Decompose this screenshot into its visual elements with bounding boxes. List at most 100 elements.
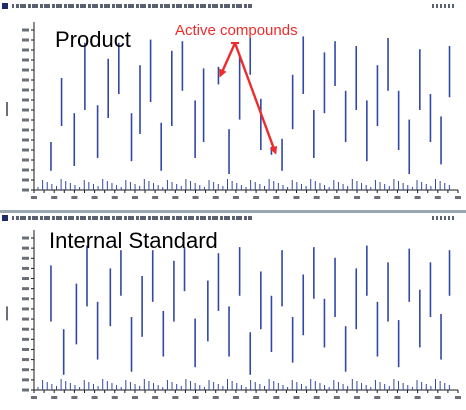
window-icon bbox=[2, 215, 8, 221]
internal-standard-title: Internal Standard bbox=[49, 228, 218, 253]
header-text-glyph bbox=[16, 4, 19, 8]
x-tick-glyph bbox=[51, 396, 58, 399]
x-tick-glyph bbox=[212, 196, 219, 199]
window-header bbox=[2, 215, 454, 221]
x-tick-glyph bbox=[172, 396, 179, 399]
header-text-glyph bbox=[72, 216, 74, 220]
y-tick-glyph bbox=[22, 347, 29, 351]
internal-standard-chart bbox=[2, 215, 461, 399]
header-text-glyph bbox=[112, 216, 115, 220]
x-tick-glyph bbox=[293, 196, 300, 199]
header-text-glyph bbox=[40, 4, 43, 8]
header-text-glyph bbox=[128, 4, 132, 8]
header-text-glyph bbox=[28, 4, 31, 8]
y-tick-glyph bbox=[22, 236, 29, 240]
header-text-glyph bbox=[216, 216, 218, 220]
header-text-glyph bbox=[136, 4, 139, 8]
x-tick-glyph bbox=[394, 396, 401, 399]
x-tick-glyph bbox=[273, 396, 280, 399]
header-text-glyph bbox=[120, 4, 122, 8]
header-text-glyph bbox=[68, 216, 72, 220]
y-tick-glyph bbox=[22, 138, 29, 142]
y-tick-glyph bbox=[22, 48, 29, 52]
header-text-glyph bbox=[56, 4, 60, 8]
y-tick-glyph bbox=[22, 337, 29, 341]
header-text-glyph bbox=[108, 4, 110, 8]
x-tick-glyph bbox=[71, 196, 78, 199]
y-tick-glyph bbox=[22, 98, 29, 102]
header-text-glyph bbox=[36, 216, 38, 220]
header-text-glyph bbox=[88, 4, 91, 8]
header-text-glyph bbox=[104, 4, 108, 8]
x-tick-glyph bbox=[71, 396, 78, 399]
x-tick-glyph bbox=[152, 396, 159, 399]
x-tick-glyph bbox=[455, 196, 461, 199]
header-text-glyph bbox=[48, 216, 50, 220]
header-text-glyph bbox=[436, 216, 438, 220]
header-text-glyph bbox=[12, 4, 14, 8]
y-axis-glyph bbox=[6, 102, 8, 116]
header-text-glyph bbox=[440, 216, 442, 220]
header-text-glyph bbox=[96, 4, 98, 8]
header-text-glyph bbox=[228, 216, 230, 220]
y-tick-glyph bbox=[22, 128, 29, 132]
header-text-glyph bbox=[92, 216, 96, 220]
active-compounds-label: Active compounds bbox=[175, 22, 298, 39]
x-tick-glyph bbox=[354, 196, 361, 199]
header-text-glyph bbox=[168, 216, 170, 220]
header-text-glyph bbox=[140, 216, 144, 220]
header-text-glyph bbox=[132, 216, 134, 220]
header-text-glyph bbox=[224, 4, 228, 8]
header-text-glyph bbox=[44, 4, 48, 8]
header-text-glyph bbox=[72, 4, 74, 8]
y-tick-glyph bbox=[22, 368, 29, 372]
y-tick-glyph bbox=[22, 108, 29, 112]
x-tick-glyph bbox=[434, 396, 441, 399]
header-text-glyph bbox=[52, 4, 55, 8]
x-tick-glyph bbox=[313, 396, 320, 399]
header-text-glyph bbox=[44, 216, 48, 220]
header-text-glyph bbox=[228, 4, 230, 8]
header-text-glyph bbox=[180, 216, 182, 220]
header-text-glyph bbox=[84, 4, 86, 8]
y-tick-glyph bbox=[22, 378, 29, 382]
header-text-glyph bbox=[200, 4, 204, 8]
y-tick-glyph bbox=[22, 178, 29, 182]
header-text-glyph bbox=[212, 216, 216, 220]
header-text-glyph bbox=[20, 216, 24, 220]
header-text-glyph bbox=[96, 216, 98, 220]
header-text-glyph bbox=[20, 4, 24, 8]
header-text-glyph bbox=[144, 4, 146, 8]
window-header bbox=[2, 3, 454, 9]
header-text-glyph bbox=[172, 216, 175, 220]
header-text-glyph bbox=[164, 4, 168, 8]
x-tick-glyph bbox=[313, 196, 320, 199]
header-text-glyph bbox=[240, 4, 242, 8]
header-text-glyph bbox=[156, 4, 158, 8]
x-tick-glyph bbox=[152, 196, 159, 199]
header-text-glyph bbox=[84, 216, 86, 220]
header-text-glyph bbox=[244, 4, 247, 8]
header-text-glyph bbox=[192, 216, 194, 220]
header-text-glyph bbox=[208, 4, 211, 8]
header-text-glyph bbox=[444, 216, 446, 220]
header-text-glyph bbox=[144, 216, 146, 220]
header-text-glyph bbox=[132, 4, 134, 8]
y-tick-glyph bbox=[22, 388, 29, 392]
header-text-glyph bbox=[448, 4, 450, 8]
header-text-glyph bbox=[116, 216, 120, 220]
header-text-glyph bbox=[124, 4, 127, 8]
header-text-glyph bbox=[188, 4, 192, 8]
x-tick-glyph bbox=[192, 196, 199, 199]
header-text-glyph bbox=[76, 4, 79, 8]
header-text-glyph bbox=[164, 216, 168, 220]
y-tick-glyph bbox=[22, 287, 29, 291]
x-tick-glyph bbox=[354, 396, 361, 399]
header-text-glyph bbox=[204, 216, 206, 220]
header-text-glyph bbox=[108, 216, 110, 220]
x-tick-glyph bbox=[111, 396, 118, 399]
x-tick-glyph bbox=[394, 196, 401, 199]
y-tick-glyph bbox=[22, 68, 29, 72]
header-text-glyph bbox=[56, 216, 60, 220]
header-text-glyph bbox=[32, 4, 36, 8]
